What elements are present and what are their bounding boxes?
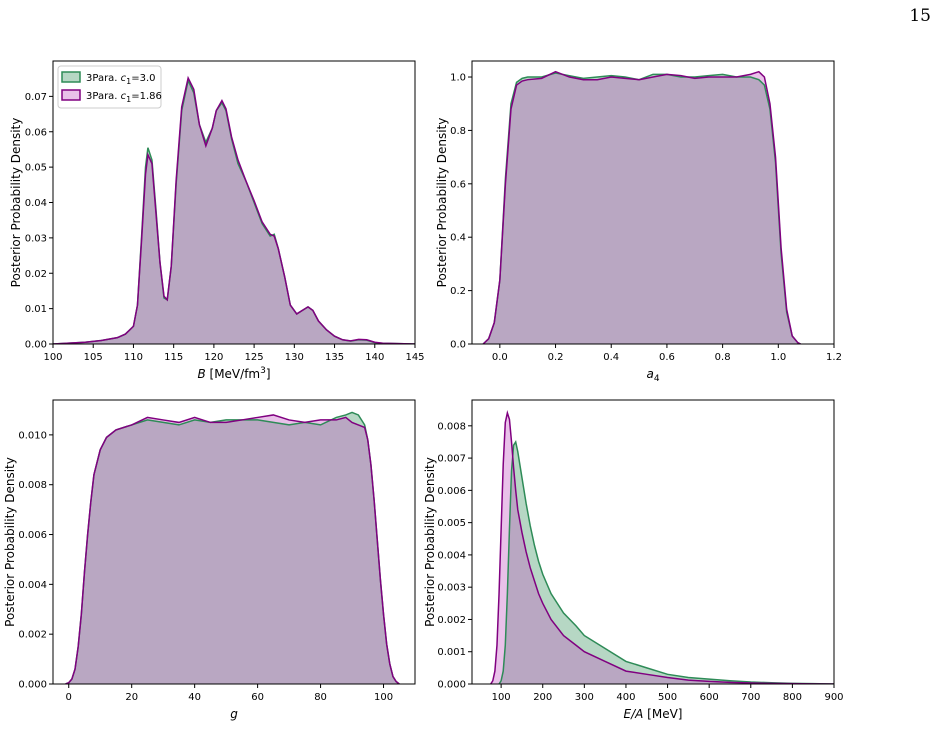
y-tick-label: 0.000 <box>437 680 466 691</box>
x-tick-label: 105 <box>84 352 103 363</box>
series-line-2 <box>490 410 834 684</box>
x-axis-label: E/A [MeV] <box>624 707 683 721</box>
y-tick-label: 0.001 <box>437 647 466 658</box>
y-axis-label: Posterior Probability Density <box>9 118 23 288</box>
x-tick-label: 40 <box>188 692 201 703</box>
y-axis-label: Posterior Probability Density <box>3 457 17 627</box>
legend-box <box>57 65 162 109</box>
x-tick-label: 135 <box>325 352 344 363</box>
y-tick-label: 0.0 <box>450 340 466 351</box>
chart-panel-4: 100 200 300 400 500 600 700 800 900 0.000 0.001 0.0… <box>423 399 844 721</box>
chart-panel-1: 100 105 110 115 120 125 130 135 140 145 0.00 0.01 0.… <box>9 60 425 381</box>
y-tick-label: 0.007 <box>437 454 466 465</box>
legend: 3Para. c1=3.0 3Para. c1=1.86 <box>57 65 162 109</box>
x-axis-label: B [MeV/fm3] <box>197 366 270 381</box>
y-tick-label: 0.00 <box>25 340 47 351</box>
x-axis-label: a4 <box>646 367 659 384</box>
x-tick-label: 100 <box>492 692 511 703</box>
y-tick-label: 0.000 <box>18 680 47 691</box>
y-tick-label: 0.4 <box>450 233 466 244</box>
y-tick-label: 0.02 <box>25 269 47 280</box>
legend-label-2: 3Para. c1=1.86 <box>86 91 162 104</box>
x-tick-label: 1.0 <box>770 352 786 363</box>
series-area-1 <box>65 412 400 684</box>
x-tick-label: 900 <box>824 692 843 703</box>
x-tick-label: 0.0 <box>492 352 508 363</box>
y-tick-label: 0.004 <box>437 550 466 561</box>
x-tick-label: 0.6 <box>659 352 675 363</box>
x-tick-label: 0.8 <box>715 352 731 363</box>
plot-frame <box>471 60 835 345</box>
x-tick-label: 600 <box>700 692 719 703</box>
y-tick-label: 0.006 <box>18 530 47 541</box>
x-tick-label: 800 <box>783 692 802 703</box>
y-tick-label: 0.6 <box>450 179 466 190</box>
x-tick-label: 140 <box>365 352 384 363</box>
y-tick-label: 0.2 <box>450 286 466 297</box>
y-tick-label: 0.003 <box>437 583 466 594</box>
y-tick-label: 0.03 <box>25 233 47 244</box>
series-area-1 <box>483 73 801 344</box>
y-tick-label: 0.004 <box>18 580 47 591</box>
x-tick-label: 80 <box>314 692 327 703</box>
y-tick-label: 0.002 <box>437 615 466 626</box>
x-tick-label: 1.2 <box>826 352 842 363</box>
series-area-2 <box>490 412 834 684</box>
page-number: 15 <box>909 6 931 26</box>
y-tick-label: 1.0 <box>450 73 466 84</box>
y-tick-label: 0.04 <box>25 198 47 209</box>
x-tick-label: 0 <box>66 692 72 703</box>
x-tick-label: 300 <box>575 692 594 703</box>
x-tick-label: 500 <box>658 692 677 703</box>
legend-swatch-2 <box>61 89 81 101</box>
x-tick-label: 0.2 <box>548 352 564 363</box>
x-tick-label: 130 <box>285 352 304 363</box>
x-tick-label: 125 <box>245 352 264 363</box>
legend-label-1: 3Para. c1=3.0 <box>86 73 156 86</box>
x-tick-label: 400 <box>616 692 635 703</box>
series-area-2 <box>53 77 415 344</box>
x-tick-label: 145 <box>405 352 424 363</box>
plot-frame <box>52 399 416 685</box>
series-area-1 <box>53 80 415 344</box>
y-tick-label: 0.006 <box>437 486 466 497</box>
x-tick-label: 60 <box>251 692 264 703</box>
chart-panel-2: 0.0 0.2 0.4 0.6 0.8 1.0 1.2 0.0 0.2 0.4 0.6 0.8 1.0 P… <box>435 60 842 384</box>
y-axis-label: Posterior Probability Density <box>423 457 437 627</box>
y-tick-label: 0.8 <box>450 126 466 137</box>
series-line-1 <box>498 440 834 684</box>
y-tick-label: 0.005 <box>437 518 466 529</box>
y-tick-label: 0.05 <box>25 163 47 174</box>
y-tick-label: 0.06 <box>25 127 47 138</box>
x-tick-label: 100 <box>43 352 62 363</box>
x-tick-label: 110 <box>124 352 143 363</box>
x-tick-label: 200 <box>533 692 552 703</box>
x-tick-label: 115 <box>164 352 183 363</box>
series-area-2 <box>65 414 400 684</box>
x-tick-label: 120 <box>204 352 223 363</box>
chart-panel-3: 0 20 40 60 80 100 0.000 0.002 0.004 0.006 0.008 0.0… <box>3 399 416 721</box>
x-tick-label: 20 <box>125 692 138 703</box>
y-tick-label: 0.07 <box>25 92 47 103</box>
x-tick-label: 100 <box>374 692 393 703</box>
series-line-2 <box>53 75 415 344</box>
x-tick-label: 0.4 <box>603 352 619 363</box>
y-tick-label: 0.008 <box>18 480 47 491</box>
x-tick-label: 700 <box>741 692 760 703</box>
plot-frame <box>471 399 835 685</box>
series-line-2 <box>65 414 400 684</box>
legend-swatch-1 <box>61 71 81 83</box>
series-area-1 <box>499 441 834 684</box>
series-line-2 <box>482 70 801 344</box>
series-area-2 <box>483 71 801 344</box>
y-tick-label: 0.002 <box>18 630 47 641</box>
x-axis-label: g <box>230 707 238 721</box>
y-tick-label: 0.01 <box>25 304 47 315</box>
y-tick-label: 0.008 <box>437 421 466 432</box>
y-tick-label: 0.010 <box>18 430 47 441</box>
y-axis-label: Posterior Probability Density <box>435 118 449 288</box>
